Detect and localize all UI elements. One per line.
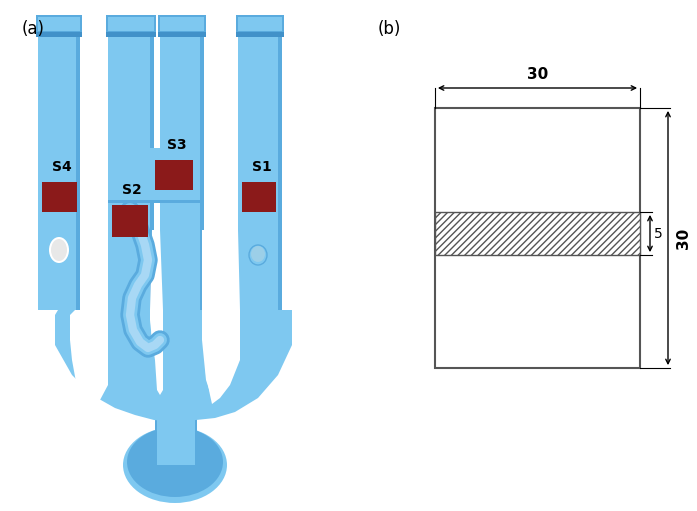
Polygon shape <box>150 310 162 380</box>
Bar <box>108 25 150 310</box>
Bar <box>157 415 195 465</box>
Bar <box>42 182 77 212</box>
Text: 5: 5 <box>654 226 663 241</box>
Bar <box>160 25 204 310</box>
Bar <box>108 148 204 203</box>
Bar <box>435 212 640 255</box>
Bar <box>36 15 82 37</box>
Bar <box>158 15 206 37</box>
Bar <box>236 15 284 32</box>
Bar <box>108 17 154 31</box>
Bar <box>238 25 282 310</box>
Bar <box>108 25 154 310</box>
Bar <box>36 15 82 32</box>
Polygon shape <box>55 310 292 422</box>
Polygon shape <box>70 230 108 410</box>
Bar <box>106 15 156 37</box>
Text: (b): (b) <box>378 20 401 38</box>
Polygon shape <box>202 310 238 392</box>
Bar <box>160 25 200 310</box>
Ellipse shape <box>51 239 67 261</box>
Ellipse shape <box>123 427 227 503</box>
Text: S3: S3 <box>167 138 187 152</box>
Text: 30: 30 <box>676 227 691 249</box>
Text: S2: S2 <box>122 183 142 197</box>
Polygon shape <box>202 230 240 404</box>
Bar <box>155 160 193 190</box>
Bar <box>108 148 200 200</box>
Polygon shape <box>75 310 108 385</box>
Bar <box>238 17 282 31</box>
Bar <box>106 15 156 32</box>
Ellipse shape <box>249 245 267 265</box>
Bar <box>155 415 197 467</box>
Bar <box>38 25 80 310</box>
Bar <box>158 15 206 32</box>
Bar <box>160 17 204 31</box>
Text: S4: S4 <box>52 160 72 174</box>
Bar <box>435 108 640 368</box>
Bar <box>238 25 278 310</box>
Text: (a): (a) <box>22 20 45 38</box>
Bar <box>38 25 76 310</box>
Ellipse shape <box>251 246 265 262</box>
Text: 30: 30 <box>527 67 548 82</box>
Ellipse shape <box>127 427 223 497</box>
Bar <box>112 205 148 237</box>
Bar <box>38 17 80 31</box>
Ellipse shape <box>49 237 69 263</box>
Bar <box>236 15 284 37</box>
Polygon shape <box>150 230 163 395</box>
Text: S1: S1 <box>252 160 272 174</box>
Bar <box>242 182 276 212</box>
